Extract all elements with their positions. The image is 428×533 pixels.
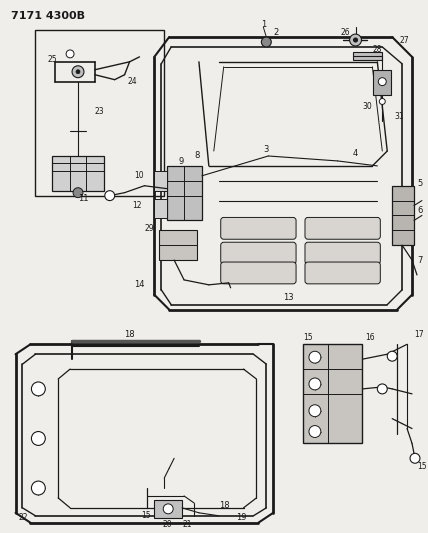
- Text: 12: 12: [133, 201, 142, 210]
- Circle shape: [309, 405, 321, 417]
- Circle shape: [378, 78, 386, 86]
- Text: 5: 5: [417, 179, 422, 188]
- Text: 27: 27: [399, 36, 409, 45]
- Text: 6: 6: [417, 206, 422, 215]
- Circle shape: [72, 66, 84, 78]
- Text: 14: 14: [134, 280, 145, 289]
- Text: 28: 28: [372, 45, 382, 54]
- Circle shape: [105, 191, 115, 200]
- FancyBboxPatch shape: [305, 262, 380, 284]
- Text: 23: 23: [95, 107, 104, 116]
- FancyBboxPatch shape: [305, 242, 380, 264]
- Text: 25: 25: [47, 55, 57, 64]
- Circle shape: [387, 351, 397, 361]
- Text: 18: 18: [219, 502, 229, 511]
- Circle shape: [262, 37, 271, 47]
- Circle shape: [354, 38, 357, 42]
- Bar: [392, 185, 414, 245]
- Text: 7: 7: [417, 255, 422, 264]
- Circle shape: [377, 384, 387, 394]
- FancyBboxPatch shape: [305, 217, 380, 239]
- Circle shape: [73, 188, 83, 198]
- Text: 9: 9: [178, 157, 184, 166]
- Bar: [373, 70, 391, 94]
- Circle shape: [309, 378, 321, 390]
- Text: 20: 20: [162, 520, 172, 529]
- Circle shape: [309, 425, 321, 438]
- Text: 13: 13: [283, 293, 294, 302]
- Bar: [353, 52, 382, 60]
- Bar: [159, 230, 197, 260]
- Text: 15: 15: [417, 462, 427, 471]
- Text: 2: 2: [273, 28, 279, 37]
- Bar: [155, 199, 167, 219]
- Circle shape: [410, 454, 420, 463]
- Circle shape: [76, 70, 80, 74]
- FancyBboxPatch shape: [221, 242, 296, 264]
- Text: 26: 26: [341, 28, 350, 37]
- Text: 1: 1: [262, 20, 267, 29]
- Text: 19: 19: [237, 513, 247, 522]
- Bar: [303, 344, 363, 443]
- Text: 4: 4: [353, 149, 358, 158]
- Text: 7171 4300B: 7171 4300B: [11, 11, 85, 21]
- Text: 21: 21: [182, 520, 192, 529]
- Text: 24: 24: [128, 77, 137, 86]
- Bar: [36, 30, 164, 196]
- Text: 11: 11: [78, 194, 89, 203]
- Bar: [155, 171, 167, 191]
- Text: 15: 15: [303, 333, 312, 342]
- Circle shape: [309, 351, 321, 363]
- Circle shape: [31, 382, 45, 396]
- Text: 29: 29: [144, 224, 154, 233]
- Circle shape: [379, 99, 385, 104]
- Circle shape: [31, 432, 45, 446]
- Circle shape: [350, 34, 362, 46]
- Text: 18: 18: [124, 330, 135, 339]
- Bar: [52, 156, 104, 191]
- Bar: [155, 500, 182, 518]
- FancyBboxPatch shape: [221, 262, 296, 284]
- FancyBboxPatch shape: [221, 217, 296, 239]
- Text: 30: 30: [363, 102, 372, 111]
- Text: 10: 10: [134, 171, 144, 180]
- Circle shape: [66, 50, 74, 58]
- Text: 22: 22: [18, 513, 28, 522]
- Text: 8: 8: [194, 151, 199, 160]
- Text: 16: 16: [366, 333, 375, 342]
- Circle shape: [163, 504, 173, 514]
- Text: 17: 17: [414, 330, 424, 339]
- Bar: [167, 166, 202, 221]
- Circle shape: [31, 481, 45, 495]
- Text: 15: 15: [142, 511, 151, 520]
- Text: 31: 31: [394, 112, 404, 121]
- Text: 3: 3: [263, 144, 269, 154]
